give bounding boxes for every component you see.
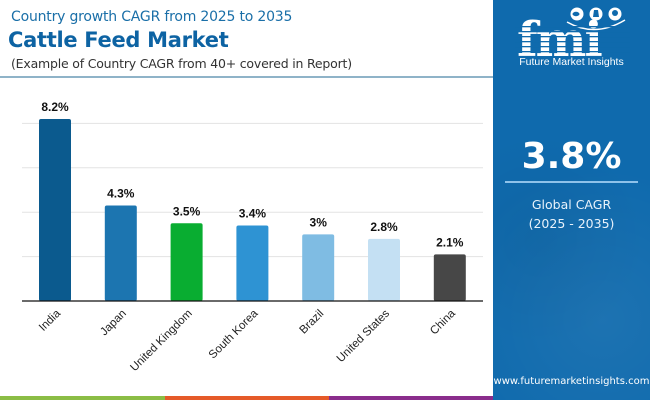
x-tick-label: Japan bbox=[98, 308, 129, 339]
bar-china bbox=[433, 254, 466, 301]
chart-subtitle-note: (Example of Country CAGR from 40+ covere… bbox=[11, 56, 352, 71]
data-label: 2.1% bbox=[436, 235, 464, 249]
global-cagr-label: Global CAGR (2025 - 2035) bbox=[493, 195, 650, 233]
bottom-stripe-orange bbox=[165, 396, 329, 400]
data-label: 3% bbox=[310, 215, 328, 229]
data-label: 4.3% bbox=[107, 187, 135, 201]
bar-united-states bbox=[368, 238, 400, 301]
bar-japan bbox=[104, 205, 137, 301]
bar-chart: 8.2% India 4.3% Japan 3.5% United Kingdom 3.4%… bbox=[0, 80, 493, 385]
x-tick-label: China bbox=[428, 307, 458, 337]
bar-chart-svg: 8.2% India 4.3% Japan 3.5% United Kingdom 3.4%… bbox=[22, 100, 483, 374]
x-tick-label: Brazil bbox=[297, 308, 326, 337]
x-tick-label: South Korea bbox=[207, 307, 261, 361]
chart-title: Cattle Feed Market bbox=[8, 28, 229, 52]
chart-header: Country growth CAGR from 2025 to 2035 Ca… bbox=[0, 0, 493, 80]
data-label: 2.8% bbox=[370, 220, 398, 234]
chart-subtitle-top: Country growth CAGR from 2025 to 2035 bbox=[11, 9, 293, 25]
bar-india bbox=[39, 118, 71, 302]
panel-texture bbox=[493, 0, 650, 400]
summary-panel: fmi Future Market Insights 3.8% Global C… bbox=[493, 0, 650, 400]
bottom-stripe-purple bbox=[329, 396, 493, 400]
data-label: 3.4% bbox=[239, 207, 267, 221]
x-tick-label: United Kingdom bbox=[128, 308, 194, 374]
x-tick-label: United States bbox=[335, 307, 392, 364]
bar-brazil bbox=[302, 234, 335, 301]
x-tick-label: India bbox=[37, 307, 64, 334]
cagr-label-line1: Global CAGR bbox=[531, 197, 612, 212]
bar-south-korea bbox=[236, 225, 269, 301]
data-label: 8.2% bbox=[41, 100, 69, 114]
cagr-label-period: (2025 - 2035) bbox=[528, 216, 615, 231]
data-label: 3.5% bbox=[173, 204, 201, 218]
cagr-divider bbox=[505, 181, 638, 183]
bar-united-kingdom bbox=[170, 223, 203, 301]
header-divider bbox=[0, 76, 493, 78]
website-link[interactable]: www.futuremarketinsights.com bbox=[493, 376, 650, 387]
fmi-logo-icon: fmi bbox=[515, 7, 630, 68]
global-cagr-value: 3.8% bbox=[521, 136, 622, 177]
logo-company-name: Future Market Insights bbox=[519, 56, 624, 68]
logo-letters: fmi bbox=[517, 12, 602, 68]
bottom-stripe-green bbox=[0, 396, 165, 400]
